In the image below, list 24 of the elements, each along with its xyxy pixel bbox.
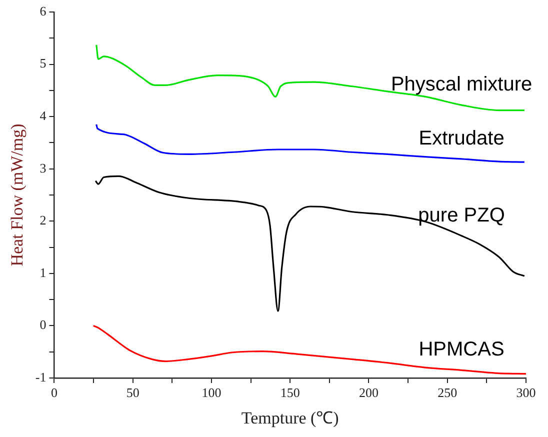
y-axis-title: Heat Flow (mW/mg) — [8, 124, 27, 266]
series-label: HPMCAS — [418, 338, 504, 361]
y-tick-label: 6 — [40, 3, 47, 18]
y-tick-label: 0 — [40, 317, 46, 332]
y-tick-label: 1 — [40, 264, 46, 280]
x-tick-label: 200 — [358, 385, 378, 400]
line-series — [96, 124, 526, 163]
series-label: Extrudate — [418, 127, 504, 150]
series-label: pure PZQ — [418, 204, 505, 226]
y-tick-label: 5 — [40, 56, 46, 71]
x-tick-label: 150 — [280, 385, 300, 400]
y-tick-label: 3 — [40, 160, 46, 176]
line-series — [94, 175, 526, 312]
x-tick-label: 0 — [50, 385, 58, 400]
y-tick-label: 4 — [40, 108, 47, 123]
x-tick-label: 300 — [516, 385, 536, 400]
series-label: Physcal mixture — [390, 74, 532, 96]
x-tick-label: 250 — [438, 385, 458, 400]
y-tick-label: -1 — [35, 369, 46, 384]
x-axis-title: Tempture (℃) — [241, 408, 339, 428]
line-series — [92, 324, 526, 375]
x-tick-label: 50 — [126, 385, 140, 400]
y-tick-label: 2 — [40, 212, 46, 228]
x-tick-label: 100 — [202, 385, 222, 400]
